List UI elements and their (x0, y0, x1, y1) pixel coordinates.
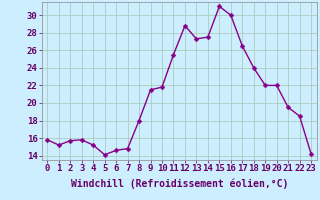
X-axis label: Windchill (Refroidissement éolien,°C): Windchill (Refroidissement éolien,°C) (70, 179, 288, 189)
